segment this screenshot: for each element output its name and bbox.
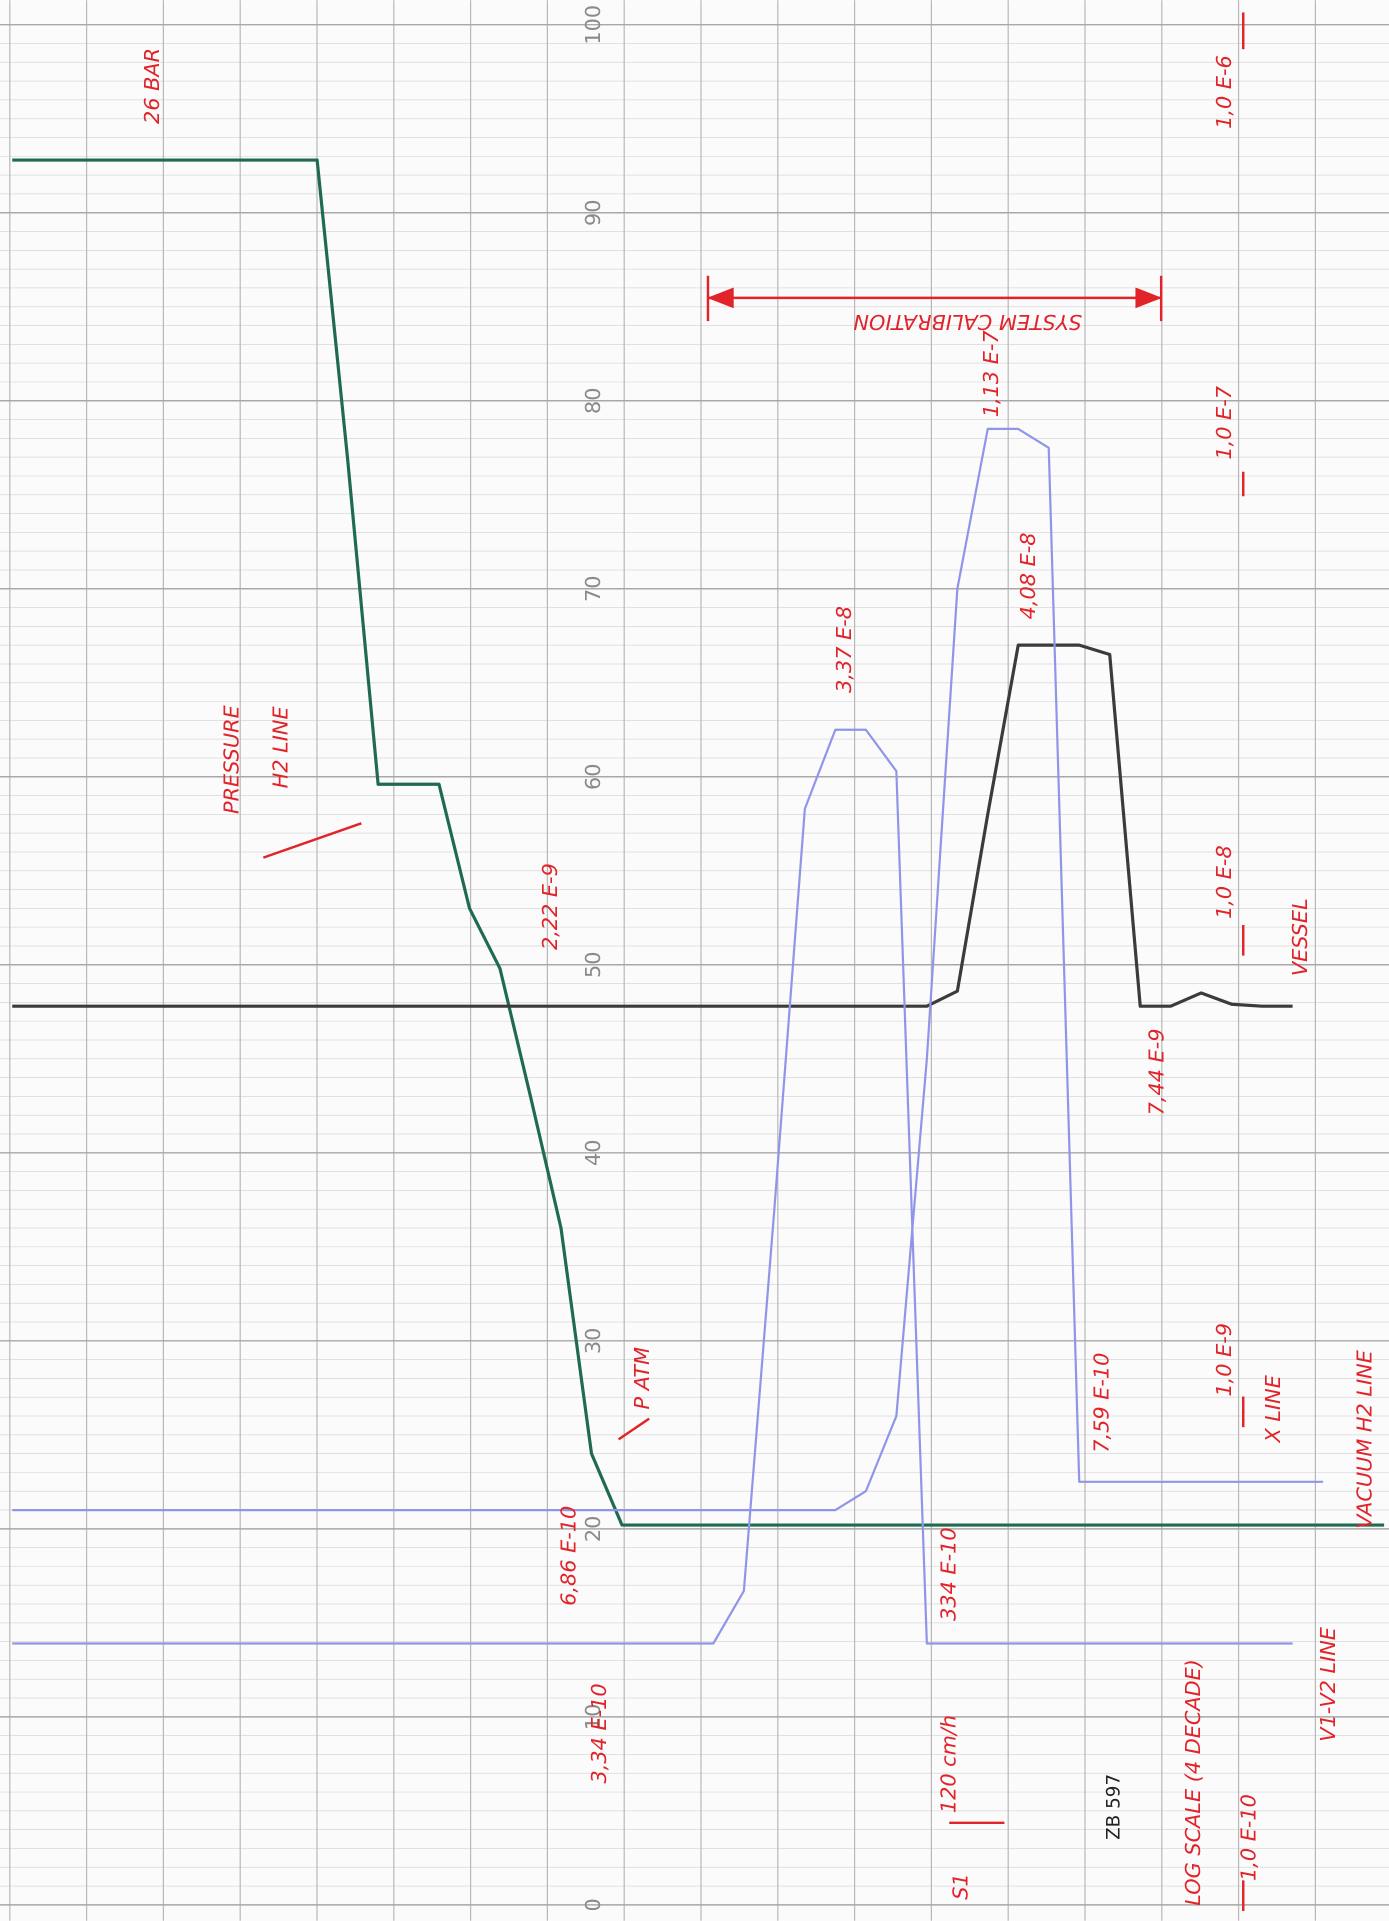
y-tick-label: 20 xyxy=(581,1516,605,1542)
annotation: S1 xyxy=(949,1873,973,1899)
annotation: VACUUM H2 LINE xyxy=(1353,1349,1377,1528)
pointer-arrow xyxy=(617,1417,650,1441)
trace-line xyxy=(12,728,1293,1645)
annotation-marks xyxy=(262,12,1245,1911)
y-tick-label: 80 xyxy=(581,387,605,413)
annotation: 7,44 E-9 xyxy=(1145,1029,1169,1116)
annotation: 2,22 E-9 xyxy=(538,863,562,950)
y-tick-label: 90 xyxy=(581,199,605,225)
annotation: 1,0 E-9 xyxy=(1212,1323,1236,1397)
y-tick-label: 100 xyxy=(581,5,605,45)
trace-line xyxy=(12,643,1293,1008)
annotation: PRESSURE xyxy=(220,704,244,814)
annotation: 334 E-10 xyxy=(936,1527,960,1620)
annotation: 120 cm/h xyxy=(936,1715,960,1813)
annotation: LOG SCALE (4 DECADE) xyxy=(1181,1659,1205,1906)
y-axis: 0 10 20 30 40 50 60 70 80 90 100 xyxy=(581,5,605,1912)
annotation: ZB 597 xyxy=(1104,1774,1125,1840)
y-tick-label: 30 xyxy=(581,1328,605,1354)
y-tick-label: 50 xyxy=(581,952,605,978)
annotation: SYSTEM CALIBRATION xyxy=(853,310,1082,334)
y-tick-label: 0 xyxy=(581,1898,605,1911)
annotation: V1-V2 LINE xyxy=(1316,1626,1340,1742)
annotation: 6,86 E-10 xyxy=(557,1506,581,1606)
y-tick-label: 40 xyxy=(581,1140,605,1166)
annotation: 1,0 E-10 xyxy=(1236,1794,1260,1881)
annotation: H2 LINE xyxy=(269,706,293,789)
y-tick-label: 60 xyxy=(581,764,605,790)
annotation: 4,08 E-8 xyxy=(1016,532,1040,619)
trace-line xyxy=(12,158,1385,1527)
annotation: 1,0 E-8 xyxy=(1212,845,1236,919)
annotation: 1,0 E-7 xyxy=(1212,385,1236,459)
annotation: VESSEL xyxy=(1288,898,1312,976)
annotation: X LINE xyxy=(1261,1374,1285,1443)
annotation: 7,59 E-10 xyxy=(1089,1353,1113,1453)
annotation: 3,37 E-8 xyxy=(832,606,856,693)
trace-line xyxy=(12,427,1324,1512)
annotation: 3,34 E-10 xyxy=(587,1683,611,1783)
annotation: 1,13 E-7 xyxy=(979,330,1003,418)
arrow-head xyxy=(707,287,734,309)
arrow-head xyxy=(1135,287,1163,309)
y-tick-label: 10 xyxy=(581,1704,605,1730)
y-tick-label: 70 xyxy=(581,576,605,602)
annotation: P ATM xyxy=(630,1347,654,1410)
annotation: 1,0 E-6 xyxy=(1212,55,1236,129)
annotation: 26 BAR xyxy=(140,48,164,124)
pointer-arrow xyxy=(262,822,362,859)
traces xyxy=(12,158,1385,1645)
